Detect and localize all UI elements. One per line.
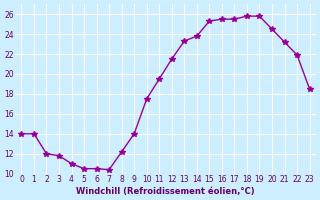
- X-axis label: Windchill (Refroidissement éolien,°C): Windchill (Refroidissement éolien,°C): [76, 187, 255, 196]
